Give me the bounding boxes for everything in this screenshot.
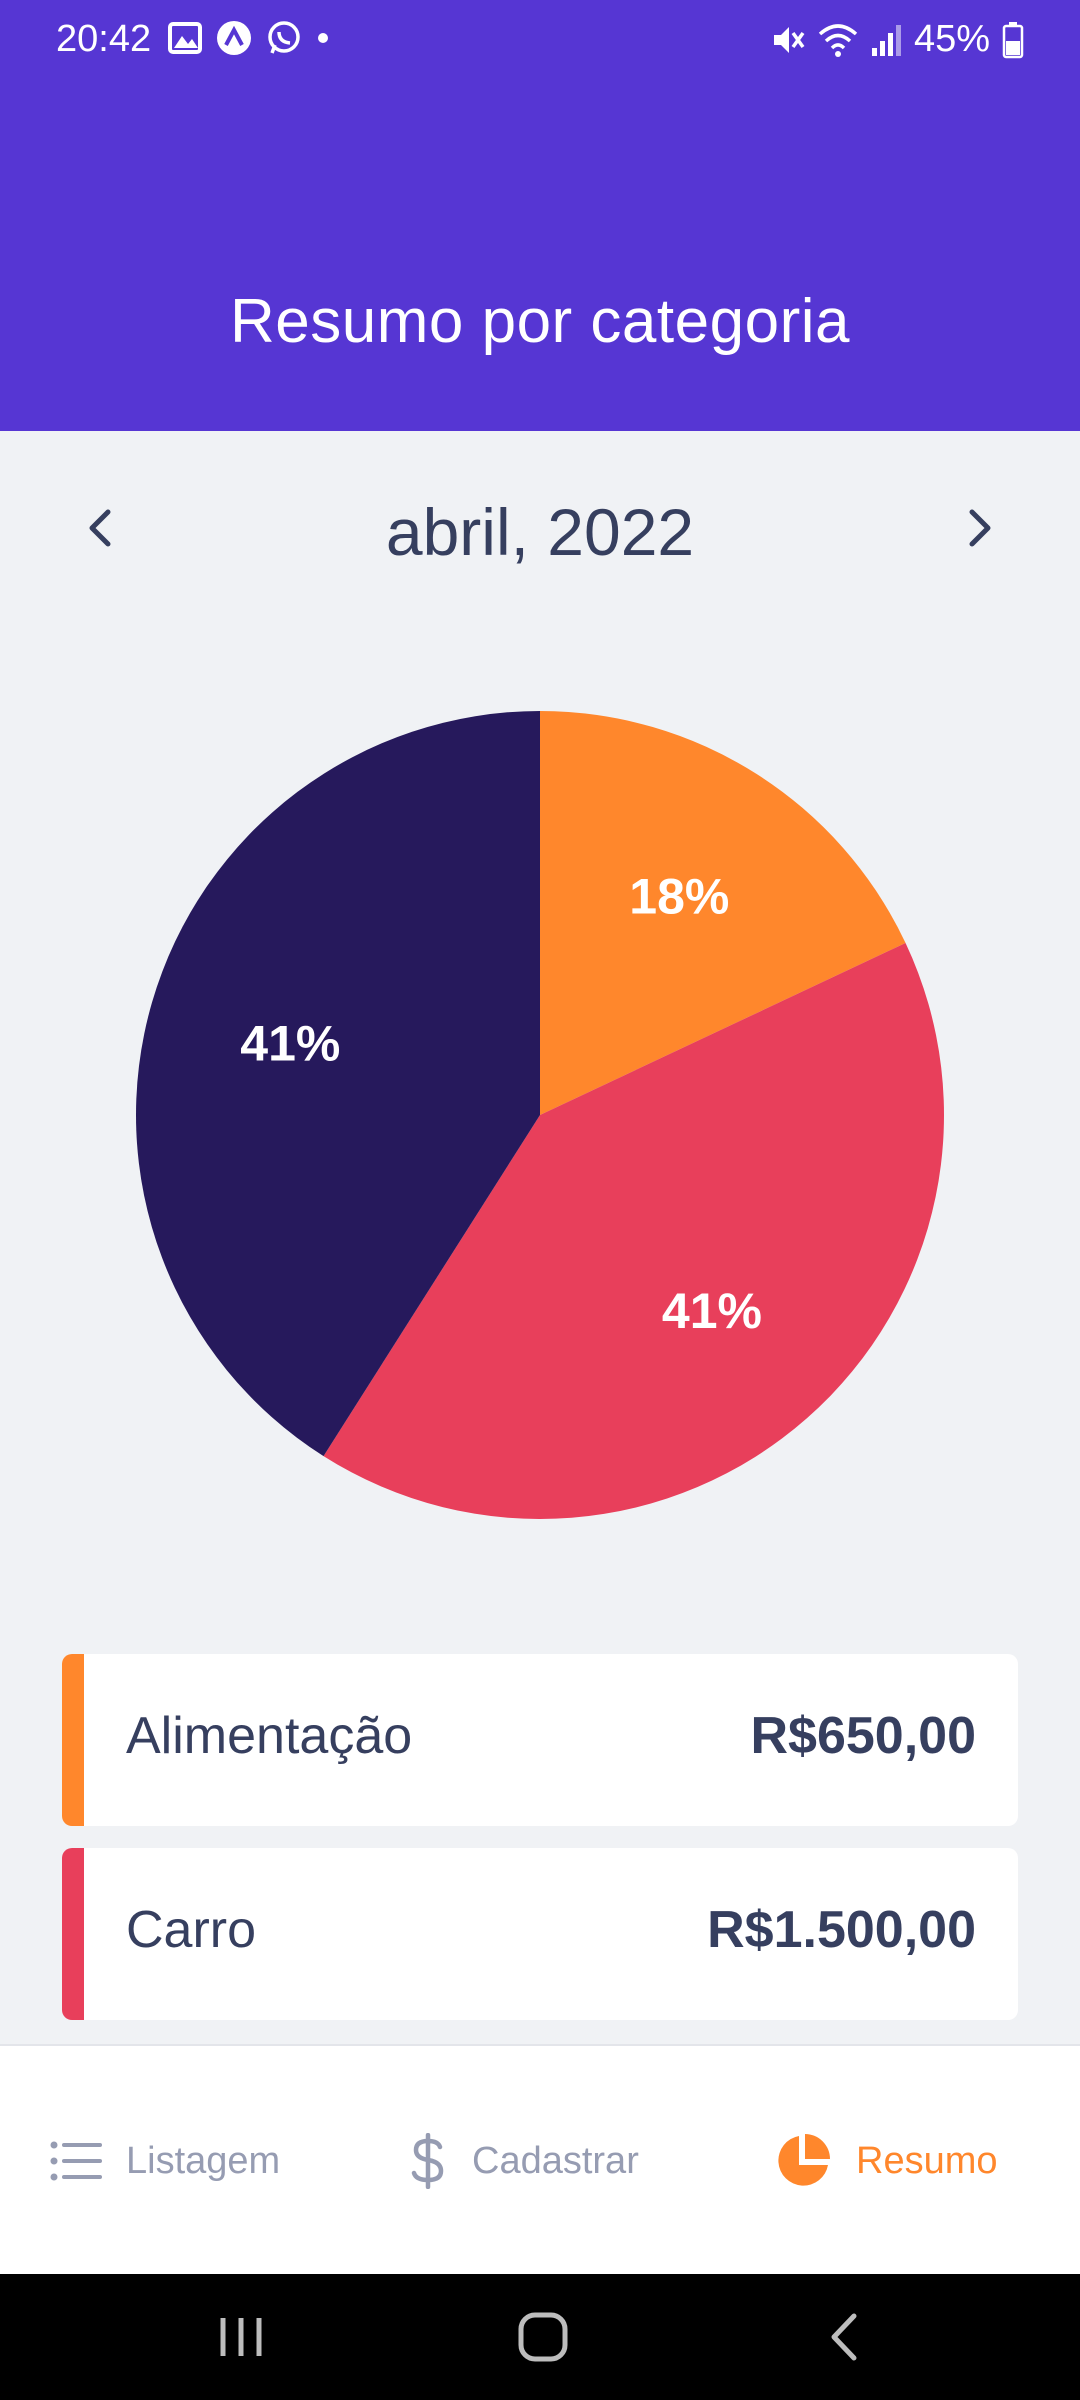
page-title: Resumo por categoria [230, 287, 850, 356]
category-list: Alimentação R$650,00 Carro R$1.500,00 [62, 1654, 1018, 2042]
tab-label: Cadastrar [472, 2139, 639, 2182]
pie-chart-svg: 18% 41% 41% [136, 711, 944, 1519]
back-icon [831, 2313, 857, 2361]
back-button[interactable] [810, 2304, 880, 2370]
whatsapp-icon [268, 21, 300, 54]
tab-cadastrar[interactable]: Cadastrar [408, 2046, 639, 2276]
category-color-bar [62, 1654, 84, 1826]
category-card-carro[interactable]: Carro R$1.500,00 [62, 1848, 1018, 2020]
battery-icon [1002, 21, 1024, 58]
category-amount: R$1.500,00 [707, 1901, 976, 1959]
category-name: Alimentação [126, 1707, 413, 1765]
home-button[interactable] [508, 2304, 578, 2370]
tab-label: Listagem [126, 2139, 281, 2182]
bottom-tab-bar: Listagem Cadastrar Resumo [0, 2044, 1080, 2274]
chevron-left-icon [89, 509, 111, 547]
category-color-bar [62, 1848, 84, 2020]
signal-icon [871, 24, 901, 56]
system-navigation-bar [0, 2274, 1080, 2400]
category-card-alimentacao[interactable]: Alimentação R$650,00 [62, 1654, 1018, 1826]
pie-slice-2 [136, 711, 540, 1457]
pie-slice-label-1: 41% [662, 1283, 762, 1339]
tab-listagem[interactable]: Listagem [50, 2046, 280, 2276]
tab-label: Resumo [856, 2139, 998, 2182]
dollar-icon [411, 2133, 444, 2189]
pie-slice-label-0: 18% [629, 868, 729, 924]
chevron-right-icon [969, 509, 991, 547]
category-name: Carro [126, 1901, 257, 1959]
gallery-icon [168, 22, 202, 54]
notification-icons [168, 20, 330, 56]
month-selector: abril, 2022 [0, 480, 1080, 580]
status-bar: 20:42 [0, 0, 1080, 80]
header: 20:42 [0, 0, 1080, 431]
recent-apps-button[interactable] [206, 2304, 276, 2370]
pie-slice-label-2: 41% [240, 1015, 340, 1071]
tab-resumo[interactable]: Resumo [774, 2046, 998, 2276]
mute-icon [773, 26, 805, 53]
status-time: 20:42 [56, 18, 152, 60]
list-icon [50, 2141, 102, 2181]
pie-chart-icon [778, 2134, 830, 2186]
pie-slice-0 [540, 711, 906, 1115]
recent-apps-icon [220, 2318, 262, 2356]
system-status-icons: 45% [770, 18, 1024, 61]
home-icon [518, 2312, 568, 2362]
app-notification-icon [217, 21, 251, 55]
wifi-icon [818, 23, 858, 57]
month-label: abril, 2022 [385, 495, 695, 569]
previous-month-button[interactable] [70, 498, 130, 558]
battery-percentage: 45% [913, 18, 990, 60]
category-pie-chart: 18% 41% 41% [130, 705, 950, 1525]
next-month-button[interactable] [950, 498, 1010, 558]
dot-icon [318, 33, 328, 43]
pie-slice-1 [323, 942, 944, 1519]
category-amount: R$650,00 [750, 1707, 976, 1765]
